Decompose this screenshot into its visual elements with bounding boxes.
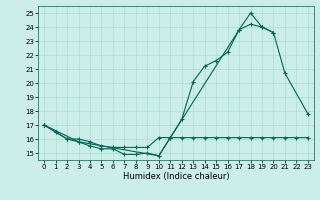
X-axis label: Humidex (Indice chaleur): Humidex (Indice chaleur) [123,172,229,181]
